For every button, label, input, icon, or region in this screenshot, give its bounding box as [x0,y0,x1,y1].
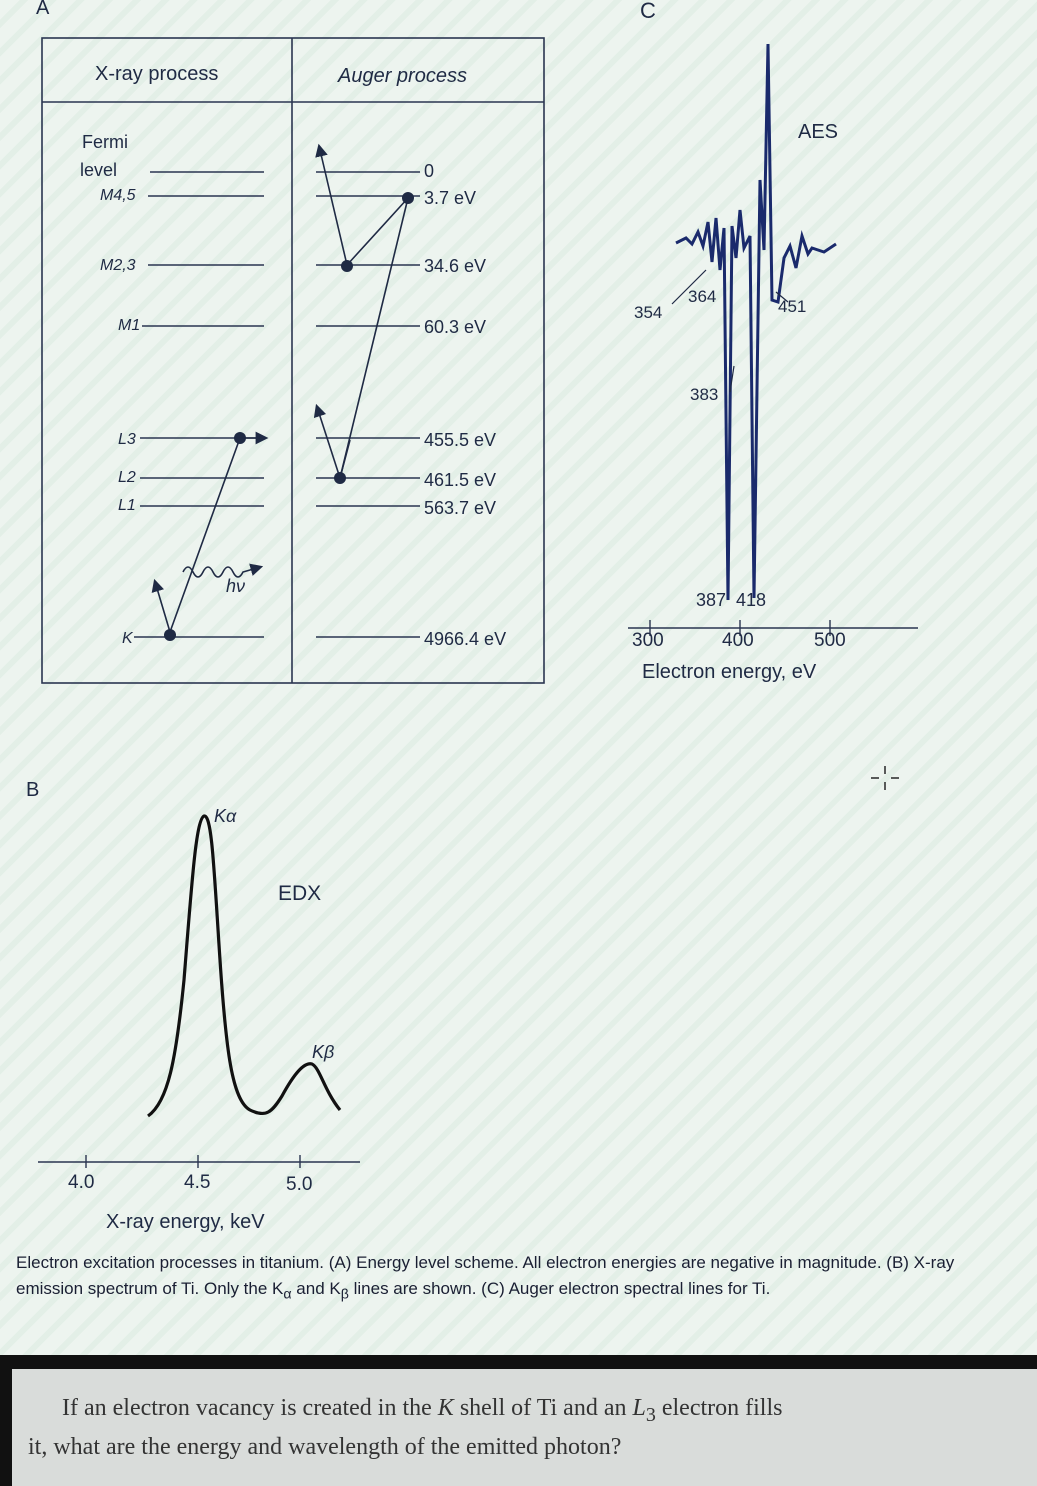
auger-transition [313,143,409,479]
aes-series-label: AES [798,121,838,143]
xray-transition [151,431,269,633]
question-line2: it, what are the energy and wavelength o… [28,1433,622,1460]
energy-34-6: 34.6 eV [424,256,486,276]
aes-x-label: Electron energy, eV [642,661,817,683]
question-part1: If an electron vacancy is created in the [62,1395,438,1421]
fermi-label: Fermi [82,132,128,152]
question-k: K [437,1395,454,1421]
edx-spectrum [147,814,342,1118]
l2-label: L2 [118,469,136,486]
aes-x-axis [628,620,918,636]
crosshair-icon [871,766,899,790]
edx-tick-4-5: 4.5 [184,1172,210,1193]
question-l: L [632,1395,646,1421]
m45-label: M4,5 [100,187,136,204]
k-label: K [122,630,134,647]
question-panel [0,1369,1037,1486]
caption-part2: and K [291,1279,341,1298]
photon-label: hν [226,576,245,596]
auger-l2-electron [334,472,346,484]
panel-b-letter: B [26,779,39,801]
energy-4966-4: 4966.4 eV [424,629,506,649]
question-panel-edge [0,1369,12,1486]
energy-level-diagram [41,37,545,684]
energy-3-7: 3.7 eV [424,188,476,208]
m1-label: M1 [118,317,140,334]
aes-peak-364: 364 [688,287,716,306]
edx-series-label: EDX [278,882,321,905]
edx-x-axis [38,1155,360,1168]
ka-label: Kα [214,806,237,826]
edx-x-label: X-ray energy, keV [106,1211,265,1233]
question-l-sub: 3 [645,1403,656,1426]
kb-label: Kβ [312,1042,334,1062]
energy-563-7: 563.7 eV [424,498,496,518]
l3-electron [234,432,246,444]
question-text: If an electron vacancy is created in the… [28,1392,988,1463]
xray-process-header: X-ray process [95,63,218,85]
l1-label: L1 [118,497,136,514]
aes-peak-387-418: 387 418 [696,590,766,610]
aes-tick-500: 500 [814,630,846,651]
m23-label: M2,3 [100,257,136,274]
aes-peak-354: 354 [634,303,662,322]
caption-part3: lines are shown. (C) Auger electron spec… [348,1279,771,1298]
panel-c-letter: C [640,0,656,23]
figure-sheet [0,0,1037,1355]
energy-60-3: 60.3 eV [424,317,486,337]
auger-m23-electron [341,260,353,272]
question-part3: electron fills [655,1395,783,1421]
section-divider [0,1355,1037,1369]
aes-tick-400: 400 [722,630,754,651]
question-part2: shell of Ti and an [453,1395,633,1421]
fermi-level-label: level [80,160,117,180]
k-vacancy [164,629,176,641]
auger-process-header: Auger process [337,65,467,87]
energy-0: 0 [424,161,434,181]
edx-tick-4-0: 4.0 [68,1172,94,1193]
aes-peak-383: 383 [690,385,718,404]
caption-sub-beta: β [340,1286,349,1303]
figure-canvas: A B C X-ray process Auger process Fermi … [26,0,918,1233]
caption-sub-alpha: α [283,1286,292,1303]
energy-461-5: 461.5 eV [424,470,496,490]
auger-m45-electron [402,192,414,204]
aes-peak-451: 451 [778,297,806,316]
panel-a-letter: A [36,0,50,19]
l3-label: L3 [118,431,136,448]
figure-caption: Electron excitation processes in titaniu… [16,1250,956,1307]
aes-tick-300: 300 [632,630,664,651]
xray-level-lines [134,171,264,638]
energy-455-5: 455.5 eV [424,430,496,450]
aes-peak-leaders [671,269,789,393]
caption-part1: Electron excitation processes in titaniu… [16,1253,955,1298]
edx-tick-5-0: 5.0 [286,1174,312,1195]
aes-spectrum [675,43,837,601]
